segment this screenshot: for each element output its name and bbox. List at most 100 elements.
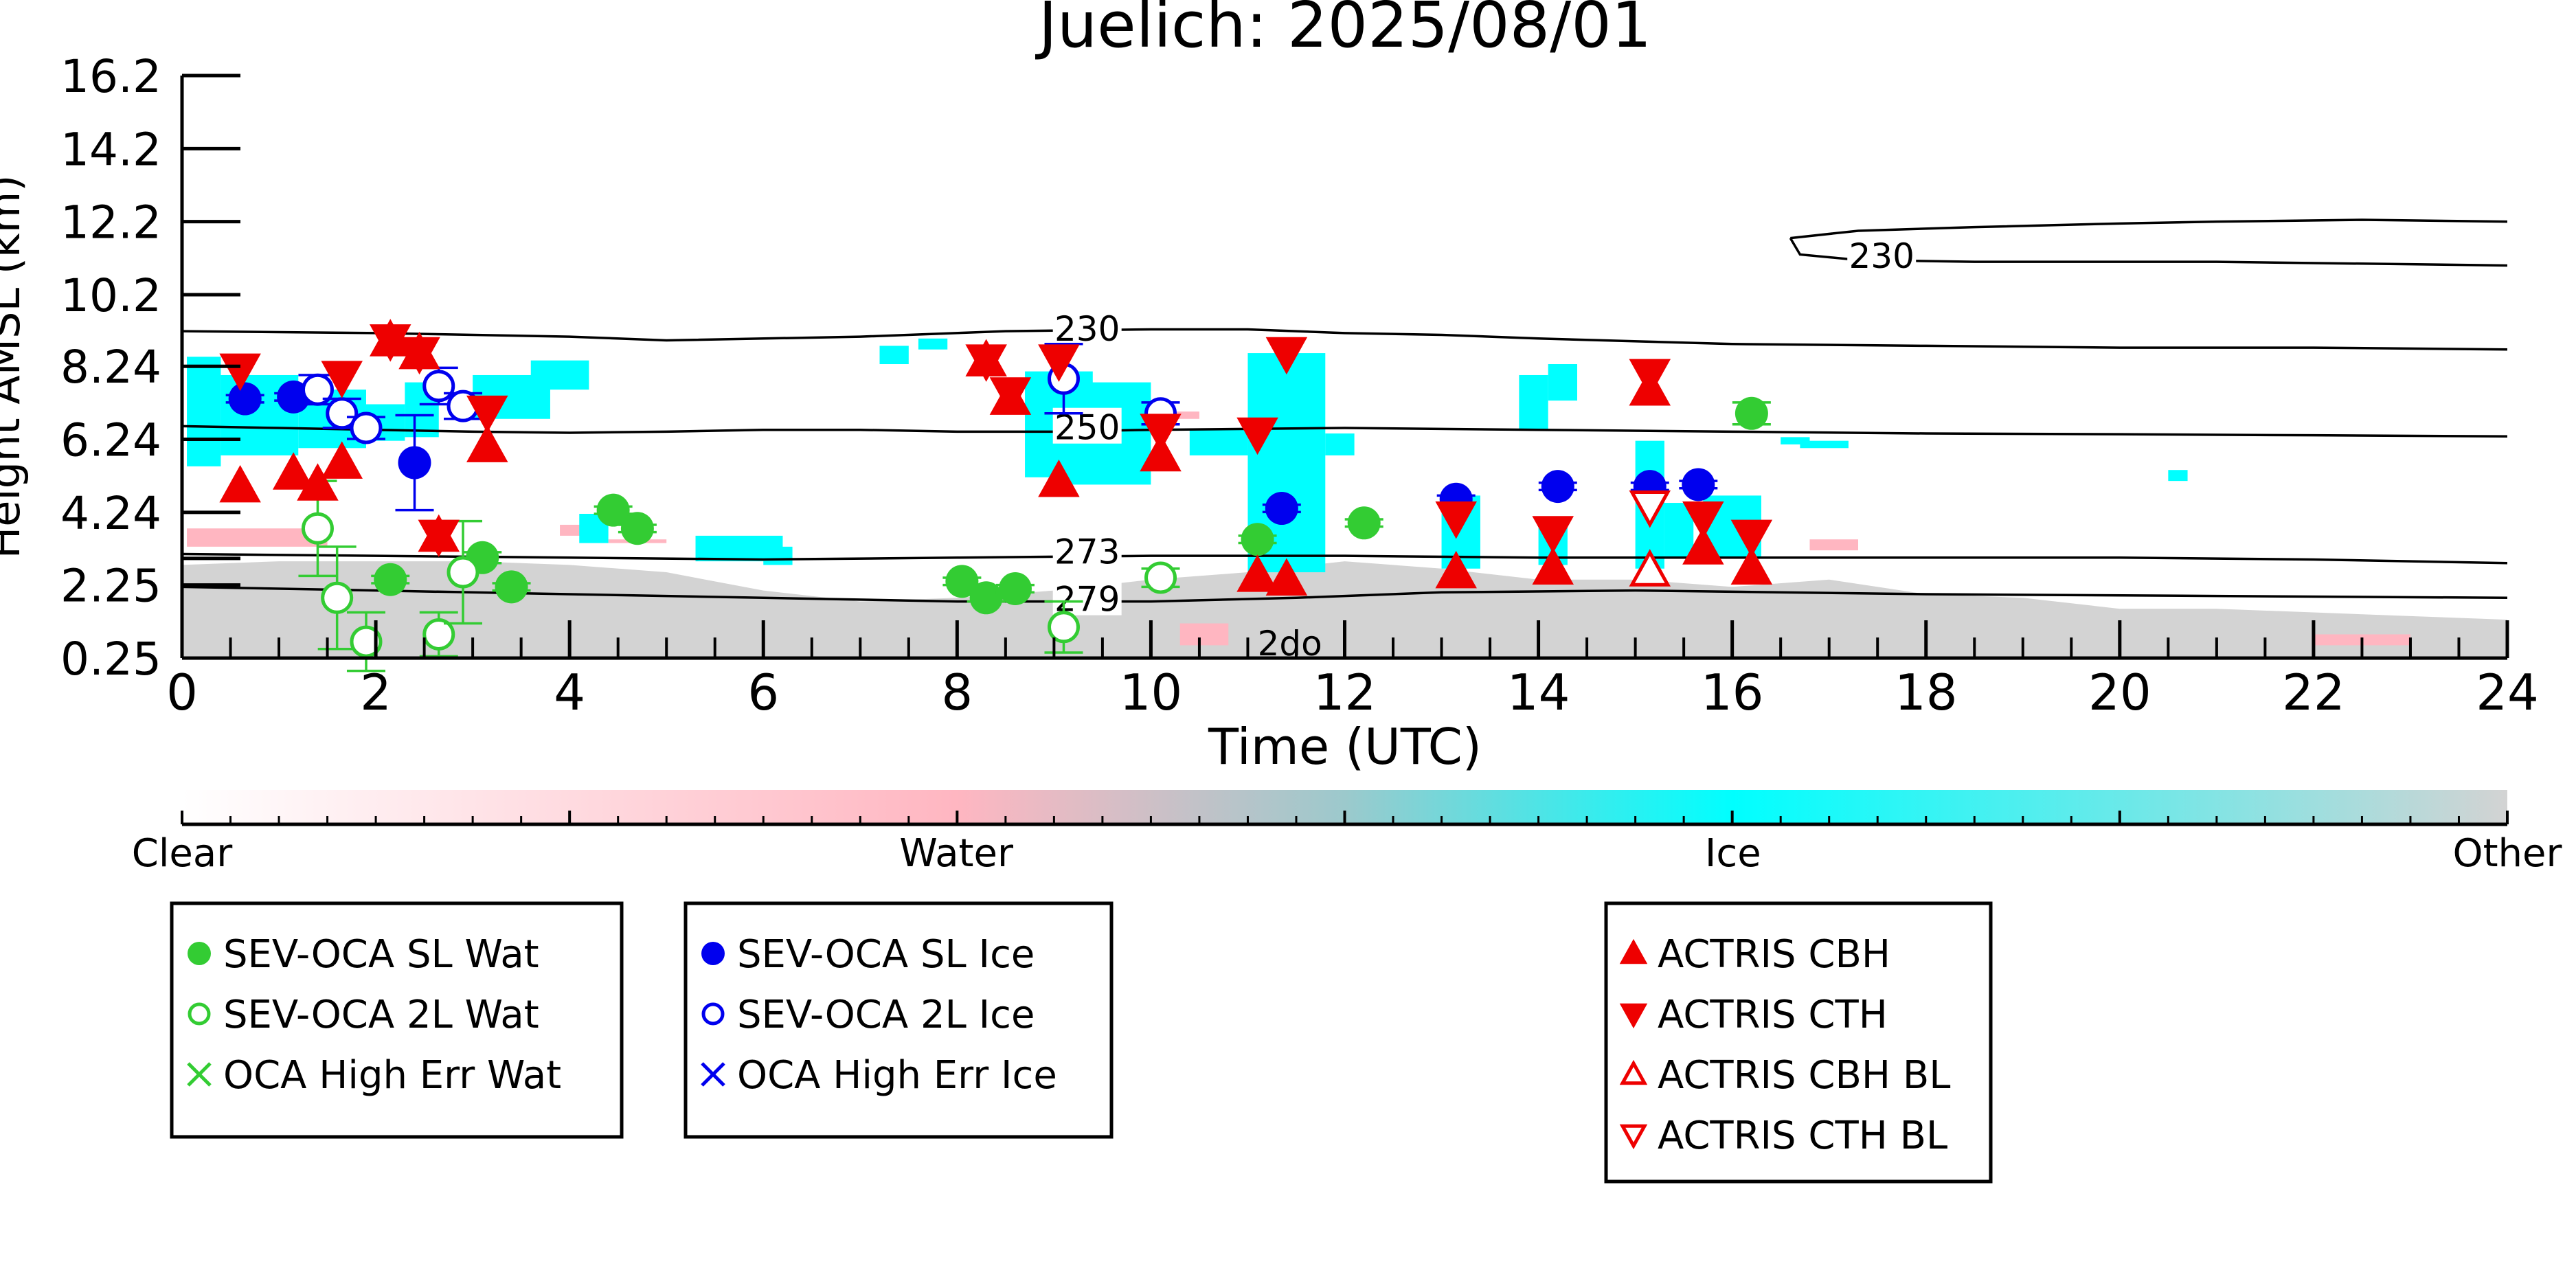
contour-line [181, 425, 2508, 438]
water-region [1809, 539, 1859, 551]
chart-title: Juelich: 2025/08/01 [1035, 0, 1652, 62]
actris-cbh-point [1435, 550, 1477, 589]
legend-box [170, 901, 624, 1139]
legend-label: ACTRIS CTH [1658, 993, 1888, 1037]
x-tick-label: 10 [1120, 664, 1183, 721]
legend-label: SEV-OCA SL Wat [223, 932, 539, 977]
legend-marker [1619, 1124, 1648, 1150]
legend-marker [188, 1002, 211, 1026]
actris-cth-point [1730, 519, 1773, 558]
legends: SEV-OCA SL Wat SEV-OCA 2L Wat OCA High Err… [170, 901, 1993, 1184]
y-tick-label: 12.2 [60, 196, 161, 249]
actris-cbh-point [1236, 554, 1278, 592]
actris-cth-point [321, 361, 363, 398]
legend-marker [187, 1062, 212, 1087]
contour-line [181, 328, 2508, 351]
actris-cbh-point [466, 425, 508, 462]
sev-sl-wat-point [1347, 506, 1381, 540]
sev-sl-wat-point [998, 572, 1032, 605]
colorbar-label: Clear [132, 831, 233, 876]
x-tick-label: 8 [941, 664, 973, 721]
sev-sl-wat-point [1241, 523, 1274, 556]
colorbar-label: Other [2452, 831, 2562, 876]
y-tick-label: 10.2 [60, 269, 161, 322]
plot-area [182, 338, 2507, 658]
x-tick-label: 24 [2476, 664, 2539, 721]
x-tick-label: 20 [2088, 664, 2151, 721]
legend-label: SEV-OCA 2L Wat [223, 993, 539, 1037]
y-tick-label: 6.24 [60, 414, 161, 467]
sev-sl-wat-point [945, 565, 979, 598]
legend-label: OCA High Err Ice [737, 1053, 1057, 1098]
y-tick-label: 2.25 [60, 560, 161, 613]
sev-2l-ice-point [422, 370, 455, 403]
sev-sl-ice-point [398, 446, 431, 479]
sev-sl-wat-point [596, 493, 630, 527]
contour-line [181, 585, 2508, 603]
y-tick-label: 14.2 [60, 123, 161, 176]
sev-sl-wat-point [620, 512, 654, 545]
y-tick-label: 16.2 [60, 50, 161, 103]
actris-cth-point [1435, 501, 1477, 539]
sev-sl-ice-point [1541, 470, 1574, 504]
x-tick-label: 6 [747, 664, 779, 721]
actris-cbh-point [297, 463, 339, 501]
x-tick-label: 14 [1507, 664, 1570, 721]
ice-region [1189, 429, 1248, 455]
actris-cbh-point [1730, 547, 1773, 585]
contour-line [181, 552, 2508, 565]
actris-cth-point [1236, 417, 1278, 455]
ice-region [1519, 374, 1548, 430]
x-tick-label: 2 [360, 664, 392, 721]
ice-region [1800, 440, 1849, 449]
actris-cth-point [965, 344, 1007, 382]
actris-cbh-point [272, 452, 315, 490]
sev-sl-wat-point [495, 570, 528, 604]
actris-cth-point [369, 324, 411, 362]
legend-marker [701, 1062, 725, 1087]
x-tick-label: 22 [2282, 664, 2345, 721]
ice-region [1781, 437, 1810, 444]
sev-2l-ice-point [326, 397, 359, 430]
legend-label: OCA High Err Wat [223, 1053, 561, 1098]
actris-cth-point [989, 377, 1032, 415]
legend-box [683, 901, 1114, 1139]
sev-2l-wat-point [447, 556, 479, 589]
actris-cth-point [466, 395, 508, 433]
sev-2l-wat-point [301, 512, 334, 545]
sev-2l-ice-point [350, 411, 383, 444]
y-tick-label: 0.25 [60, 633, 161, 686]
contour-label-bg [1052, 532, 1122, 568]
legend-marker [701, 942, 725, 965]
sev-sl-wat-point [1735, 396, 1768, 430]
actris-cbh-point [1265, 558, 1308, 596]
legend-label: ACTRIS CTH BL [1658, 1114, 1947, 1158]
legend-actris: ACTRIS CBH ACTRIS CTH ACTRIS CBH BL ACTRIS … [1604, 901, 1993, 1184]
water-region [1179, 623, 1229, 646]
contour-label-bg [1847, 236, 1917, 272]
colorbar: Clear Water Ice Other [132, 790, 2562, 876]
actris-cth-point [1140, 414, 1182, 451]
actris-cbh-point [219, 464, 261, 503]
sev-2l-wat-point [321, 581, 354, 614]
contour-label: 230 [1849, 236, 1914, 276]
sev-sl-wat-point [969, 581, 1003, 615]
sev-2l-wat-point [422, 618, 455, 651]
actris-cbh-point [1140, 433, 1182, 472]
colorbar-label: Ice [1705, 831, 1761, 876]
sev-sl-ice-point [1265, 492, 1298, 526]
actris-cbh-point [1682, 527, 1724, 565]
sev-sl-ice-point [228, 382, 262, 416]
actris-cbh-point [1038, 459, 1080, 497]
actris-cth-point [1532, 516, 1574, 554]
contour-label-bg [1052, 309, 1122, 346]
sev-sl-ice-point [1682, 468, 1715, 501]
x-tick-label: 12 [1313, 664, 1377, 721]
sev-2l-ice-point [301, 373, 334, 406]
y-tick-label: 8.24 [60, 341, 161, 394]
contour-label: 273 [1054, 532, 1120, 572]
ice-region [530, 360, 589, 390]
legend-ice: SEV-OCA SL Ice SEV-OCA 2L Ice OCA High Err… [683, 901, 1114, 1139]
